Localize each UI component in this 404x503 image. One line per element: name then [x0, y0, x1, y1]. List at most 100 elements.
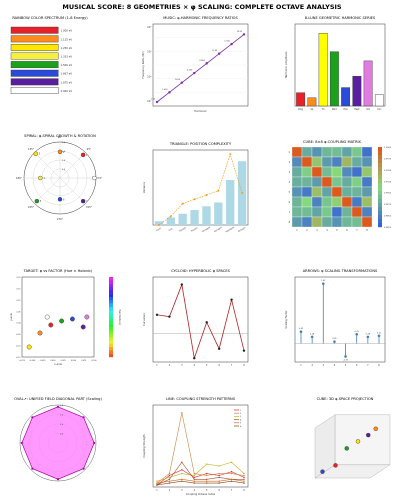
target-colorbar-step — [109, 277, 113, 281]
harmonic-data-label: 29.03 — [237, 31, 242, 33]
coupling-point — [243, 472, 245, 475]
heatmap-cell — [311, 216, 323, 228]
heatmap-cell — [331, 186, 343, 198]
harmonic-ytick: 10¹ — [147, 99, 151, 103]
cycloid-point — [217, 347, 221, 350]
heatmap-cell — [341, 216, 353, 228]
heatmap-cell — [361, 216, 373, 228]
heatmap-colorbar-step — [378, 207, 382, 212]
heatmap-cell — [351, 196, 363, 208]
target-colorbar-step — [109, 340, 113, 344]
coupling-point — [181, 461, 183, 463]
geometric-bar — [363, 60, 373, 107]
heatmap-colorbar-step — [378, 219, 382, 224]
polar-spoke — [34, 152, 61, 179]
heatmap-cell — [291, 216, 303, 228]
heatmap-cell — [301, 196, 313, 208]
rainbow-title: RAINBOW COLOR SPECTRUM (1-8 Energy) — [12, 16, 88, 20]
heatmap-colorbar-tick: 0.9875 — [384, 204, 392, 206]
heatmap-cell — [351, 186, 363, 198]
heatmap-xtick: 5 — [336, 229, 338, 232]
heatmap-cell — [341, 156, 353, 168]
harmonic-ytick: 10² — [147, 74, 151, 78]
arrows-ylabel: Scaling Factor — [284, 309, 288, 328]
coupling-series-line — [156, 412, 245, 484]
heatmap-cell — [321, 186, 333, 198]
heatmap-colorbar-tick: 1.0000 — [384, 147, 392, 149]
harmonic-point — [205, 62, 208, 65]
cube3d-panel: CUBE: 3D φ-SPACE PROJECTION — [314, 397, 391, 479]
target-ytick: 0.15 — [16, 288, 20, 290]
arrows-xtick: 6 — [356, 364, 358, 367]
heatmap-cell — [311, 156, 323, 168]
heatmap-colorbar-tick: 0.9975 — [384, 158, 392, 160]
heatmap-colorbar-step — [378, 223, 382, 228]
triangle-trend-point — [229, 153, 232, 156]
coupling-legend-label: 3 — [240, 416, 242, 418]
coupling-xtick: 1 — [156, 489, 158, 492]
target-point — [84, 314, 90, 320]
coupling-point — [230, 461, 233, 463]
heatmap-colorbar-step — [378, 159, 382, 164]
target-point — [48, 322, 54, 328]
arrows-stem-head — [377, 334, 381, 338]
cycloid-xtick: 1 — [156, 364, 158, 367]
rainbow-swatch — [10, 44, 59, 51]
coupling-point — [168, 482, 171, 484]
target-colorbar-step — [109, 317, 113, 321]
cube3d-point — [344, 446, 349, 451]
target-xtick: 0.000 — [50, 360, 56, 362]
harmonic-data-label: 4.236 — [187, 70, 193, 72]
octagon-vertex — [31, 416, 34, 419]
geometric-bar — [329, 51, 339, 107]
harmonic-title: MUSIC: φ-HARMONIC FREQUENCY RATIOS — [163, 16, 238, 20]
heatmap-colorbar-step — [378, 183, 382, 188]
arrows-value-label: 0.05 — [332, 338, 337, 340]
cycloid-point — [155, 313, 159, 316]
octagon-title: OVAL↗: UNIFIED FIELD DIAGONAL PART (Scal… — [14, 397, 102, 401]
heatmap-cell — [301, 166, 313, 178]
cube3d-point — [320, 469, 325, 474]
coupling-point — [230, 471, 233, 473]
geometric-panel: 8-LUNE GEOMETRIC HARMONIC SERIES Ring Sq Tr… — [284, 16, 386, 111]
cycloid-point — [230, 298, 233, 301]
heatmap-ytick: 2 — [289, 161, 291, 164]
spiral-panel: SPIRAL: φ-SPIRAL GROWTH & ROTATION 0° 45° 9… — [16, 134, 103, 221]
octagon-ring — [19, 404, 97, 482]
geometric-xtick: Sq — [310, 108, 313, 111]
coupling-legend-label: 4 — [240, 419, 242, 421]
target-colorbar-step — [109, 333, 113, 338]
heatmap-cell — [291, 186, 303, 198]
coupling-xtick: 8 — [243, 489, 245, 492]
spiral-point-label: 6 — [63, 198, 65, 201]
harmonic-point — [180, 81, 184, 84]
heatmap-cell — [321, 166, 333, 178]
heatmap-colorbar-tick: 0.9925 — [384, 181, 392, 183]
heatmap-cell — [341, 166, 353, 178]
cycloid-xtick: 2 — [169, 364, 171, 367]
target-colorbar-step — [109, 320, 113, 324]
heatmap-cell — [311, 166, 323, 178]
heatmap-xtick: 2 — [306, 229, 308, 232]
arrows-stem-head — [321, 282, 325, 285]
heatmap-cell — [351, 146, 363, 158]
heatmap-cell — [311, 206, 323, 218]
heatmap-colorbar-step — [378, 175, 382, 180]
arrows-stem-head — [310, 335, 314, 339]
heatmap-cell — [361, 166, 373, 178]
spiral-point — [34, 198, 40, 204]
coupling-point — [206, 478, 208, 480]
cube3d-point — [355, 439, 361, 444]
cycloid-point — [168, 315, 171, 318]
coupling-point — [168, 476, 171, 479]
rainbow-panel: RAINBOW COLOR SPECTRUM (1-8 Energy) 1.000… — [10, 16, 88, 94]
heatmap-cell — [301, 186, 313, 198]
coupling-point — [193, 474, 195, 477]
heatmap-colorbar-step — [378, 195, 382, 200]
target-ytick: 0.00 — [16, 323, 21, 325]
rainbow-energy-label: 1.000 eV — [61, 29, 73, 33]
heatmap-cell — [331, 176, 343, 188]
target-point — [44, 314, 50, 320]
